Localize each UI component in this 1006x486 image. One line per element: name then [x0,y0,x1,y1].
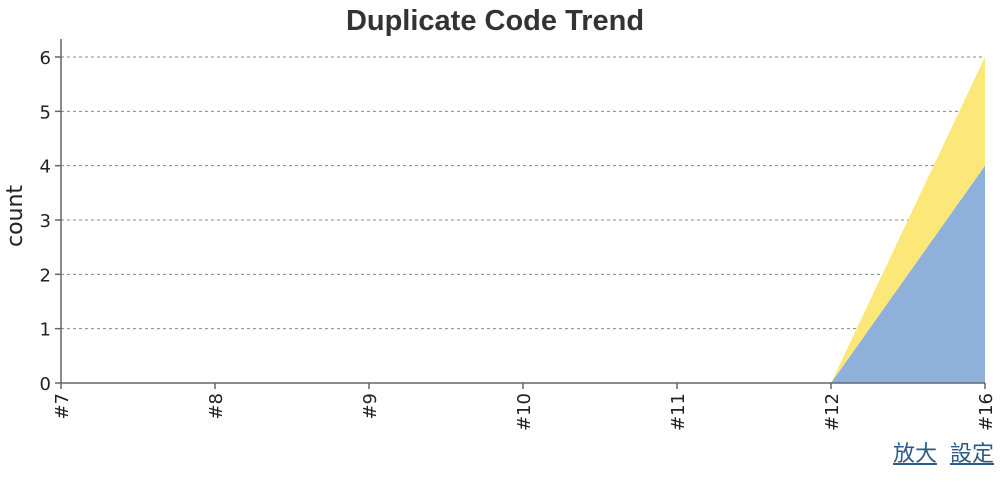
axes [55,39,986,389]
y-tick-label: 6 [40,48,51,69]
chart-title: Duplicate Code Trend [345,5,645,37]
x-tick-label: #8 [206,393,227,420]
x-tick-label: #16 [976,393,997,431]
series-areas [61,57,985,383]
y-tick-label: 5 [40,102,51,123]
x-tick-label: #9 [360,393,381,420]
x-tick-label: #7 [52,393,73,420]
series-area-0 [61,165,985,383]
x-tick-labels: #7 #8 #9 #10 #11 #12 #16 [52,393,997,431]
settings-link[interactable]: 設定 [949,442,994,467]
y-tick-label: 2 [40,265,51,286]
x-tick-label: #12 [822,393,843,431]
y-tick-label: 4 [40,157,51,178]
footer-links: 放大 設定 [887,440,994,470]
y-tick-label: 1 [40,320,51,341]
x-tick-label: #10 [514,393,535,431]
gridlines [61,56,985,330]
zoom-link[interactable]: 放大 [892,442,937,467]
x-tick-label: #11 [668,393,689,431]
y-tick-labels: 0 1 2 3 4 5 6 [40,48,51,395]
y-axis-label: count [3,185,28,247]
y-tick-label: 3 [40,211,51,232]
y-tick-label: 0 [40,374,51,395]
